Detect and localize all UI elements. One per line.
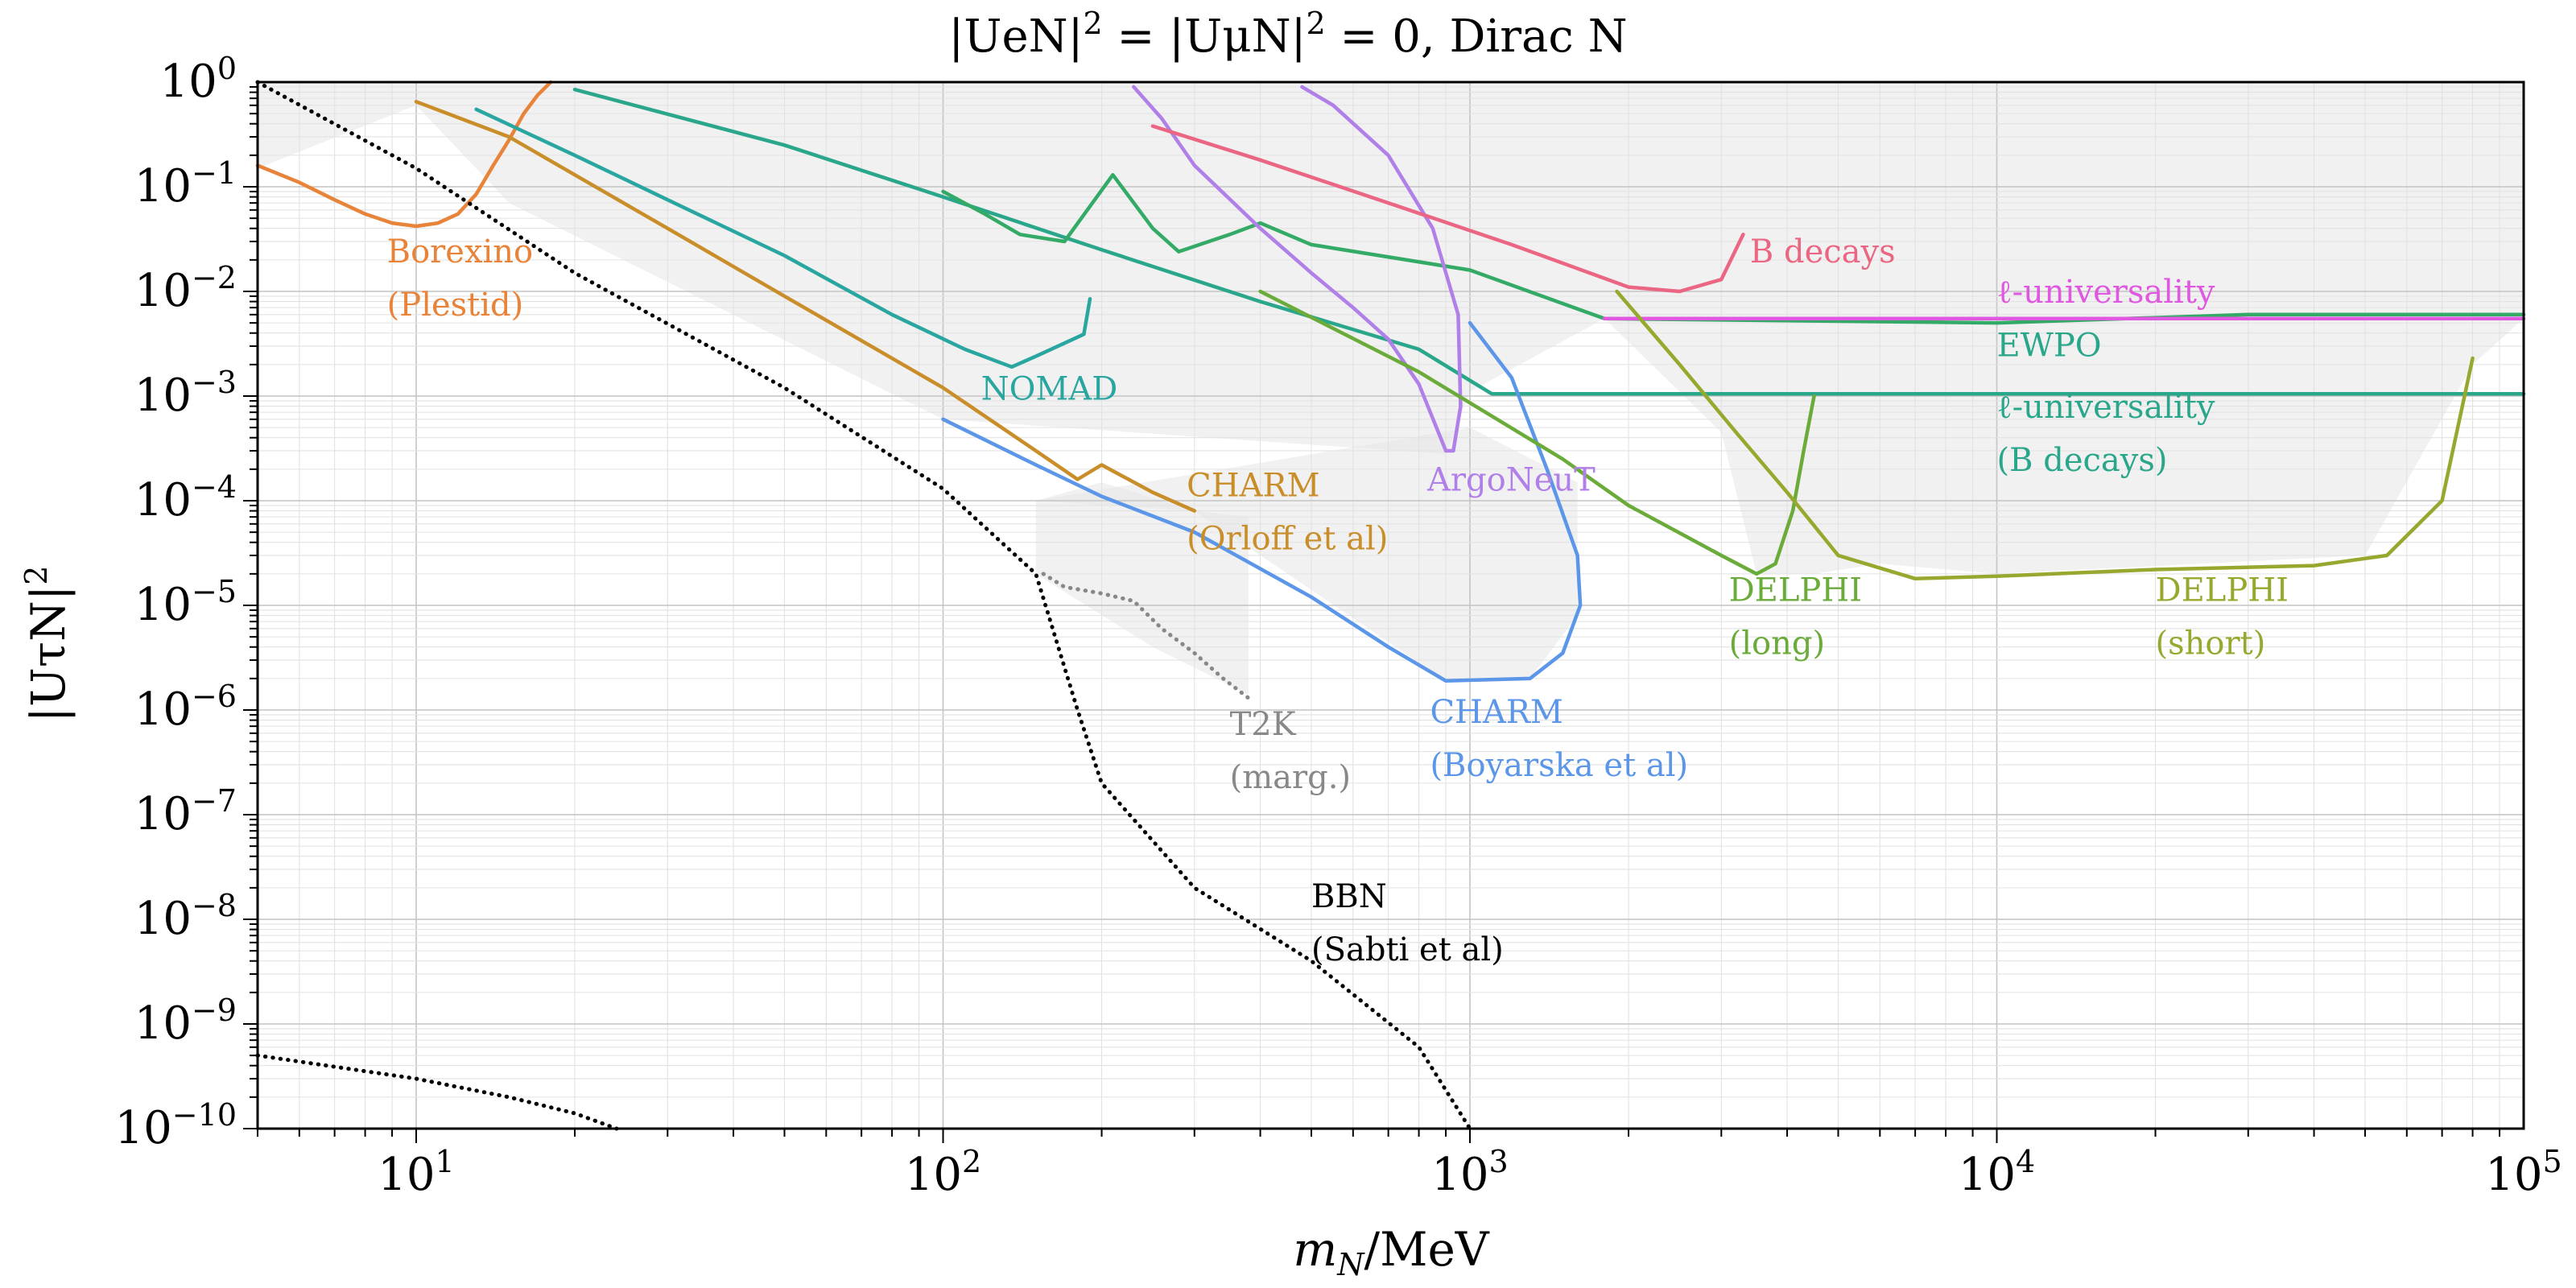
x-tick-label: 101 [378,1144,454,1201]
y-tick-label: 10−1 [134,155,237,213]
annotation-label: B decays [1750,233,1896,270]
series-line-2 [474,107,1092,369]
series-line-13 [255,1053,619,1131]
annotation-label: (Sabti et al) [1311,931,1504,968]
y-tick-label: 100 [160,51,237,108]
annotation-label: DELPHI [2156,572,2289,609]
y-tick-label: 10−9 [134,993,237,1050]
x-axis-label: mN​/MeV [1293,1222,1490,1282]
shaded-region [1035,427,1578,681]
annotation-label: CHARM [1187,468,1319,505]
annotation-label: (short) [2156,625,2266,663]
series-line-12 [255,80,1472,1131]
x-tick-label: 103 [1431,1144,1508,1201]
series-line-11 [1041,572,1251,700]
x-tick-label: 102 [905,1144,981,1201]
y-tick-label: 10−5 [134,574,237,631]
series-line-1 [414,100,1197,513]
shaded-region [258,82,2524,454]
y-tick-label: 10−3 [134,365,237,422]
annotation-label: (B decays) [1997,442,2168,479]
series-line-10 [1615,289,2475,581]
annotation-label: ℓ-universality [1997,389,2215,426]
y-tick-label: 10−4 [134,469,237,526]
chart-title: |UeN|2​ = |UμN|2​ = 0, Dirac N [948,6,1627,63]
series-lines [255,80,2526,1131]
annotation-label: (Plestid) [387,287,524,324]
y-tick-label: 10−10 [115,1097,237,1154]
series-line-5 [1132,85,1463,453]
annotation-label: ℓ-universality [1997,274,2215,311]
axis-ticks [243,85,2501,1143]
annotation-label: Borexino [387,233,533,270]
annotation-label: (marg.) [1230,759,1351,796]
y-tick-label: 10−2 [134,260,237,317]
shaded-region [1035,482,1249,695]
excluded-region-shading [258,82,2524,695]
annotation-label: EWPO [1997,328,2102,365]
annotation-label: (Orloff et al) [1187,521,1388,558]
series-line-3 [572,87,2526,396]
series-line-6 [1150,124,1745,294]
y-tick-label: 10−8 [134,888,237,945]
annotation-label: NOMAD [981,371,1118,408]
curve-annotations: Borexino (Plestid) NOMAD CHARM (Orloff et al… [387,233,2289,968]
x-tick-label: 104 [1959,1144,2035,1201]
annotation-label: (Boyarska et al) [1430,747,1688,784]
series-line-8 [941,320,1583,683]
y-axis-label: |UτN|2​ [19,566,76,723]
grid-lines [257,82,2524,1129]
annotation-label: BBN [1311,878,1387,915]
y-tick-label: 10−6 [134,679,237,736]
series-line-4 [941,172,2526,325]
y-tick-label: 10−7 [134,783,237,840]
annotation-label: CHARM [1430,694,1563,731]
annotation-label: ArgoNeuT [1426,461,1596,498]
annotation-label: T2K [1230,706,1297,743]
shaded-region [1604,318,2524,574]
series-line-9 [1258,289,1816,576]
series-line-0 [255,80,553,229]
annotation-label: (long) [1729,625,1825,663]
annotation-label: DELPHI [1729,572,1862,609]
x-tick-label: 105 [2485,1144,2562,1201]
tick-labels: 101 102 103 104 105 100 10−1 10−2 10−3 10−4 10−5 10… [115,51,2562,1201]
